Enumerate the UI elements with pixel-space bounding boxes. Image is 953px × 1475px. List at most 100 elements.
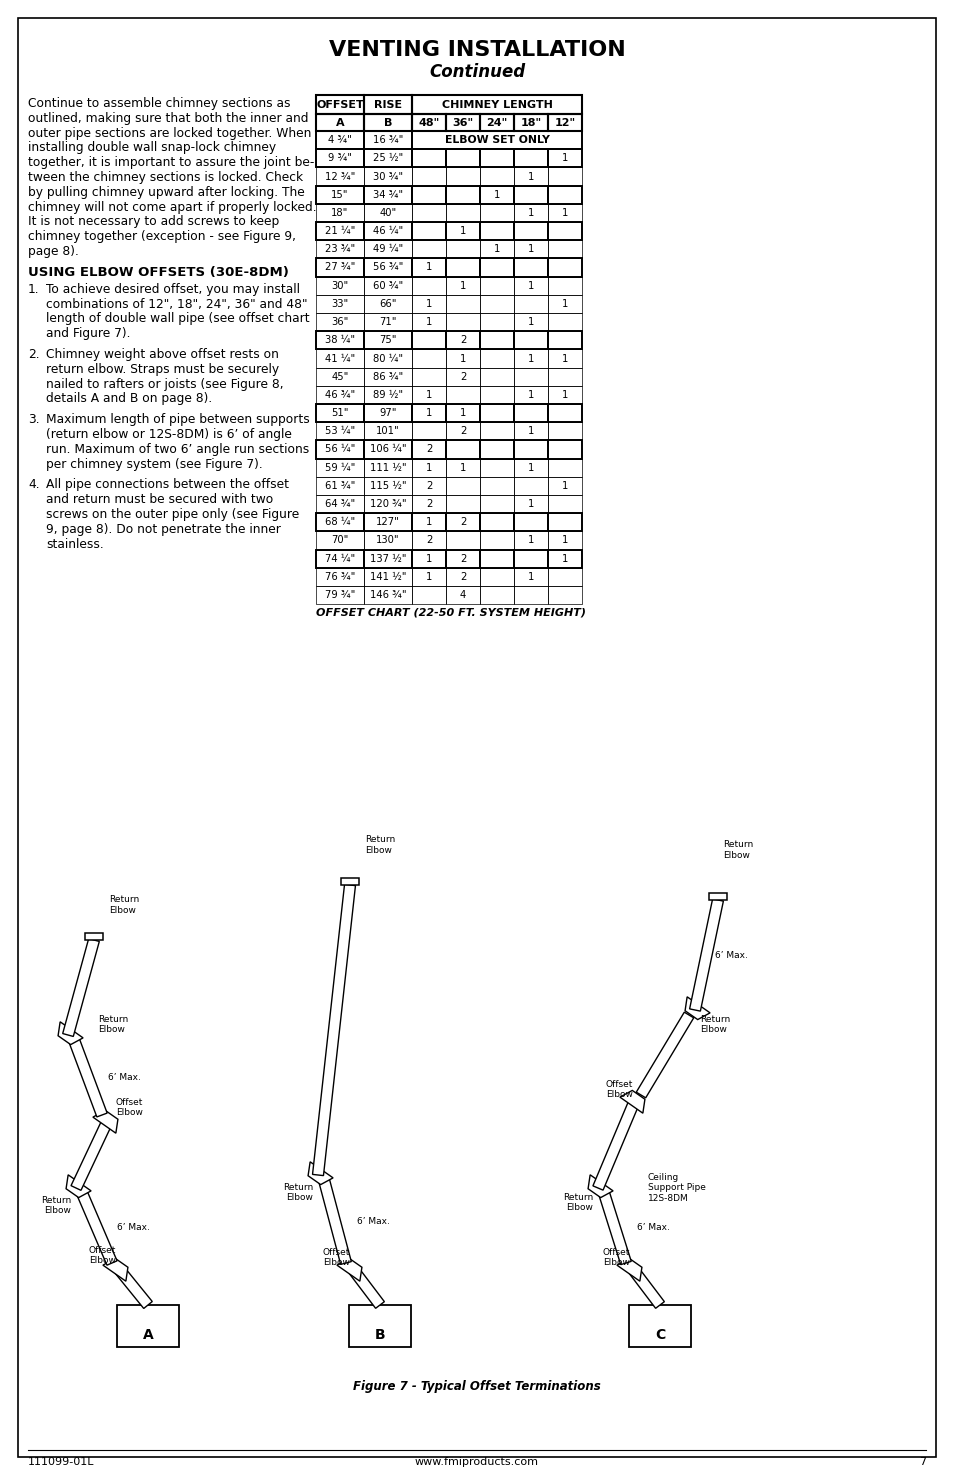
Bar: [364, 167, 412, 186]
Bar: [514, 586, 547, 605]
Bar: [479, 422, 514, 441]
Text: 1: 1: [494, 245, 499, 254]
Bar: [547, 186, 581, 204]
Text: nailed to rafters or joists (see Figure 8,: nailed to rafters or joists (see Figure …: [46, 378, 283, 391]
Text: 12 ¾": 12 ¾": [324, 171, 355, 181]
Text: 64 ¾": 64 ¾": [325, 499, 355, 509]
Bar: [364, 204, 412, 223]
Bar: [364, 404, 412, 422]
Bar: [315, 513, 364, 531]
Bar: [446, 513, 479, 531]
Text: 9 ¾": 9 ¾": [328, 153, 352, 164]
Text: 4 ¾": 4 ¾": [328, 136, 352, 145]
Bar: [547, 459, 581, 476]
Text: 71": 71": [379, 317, 396, 327]
Text: 2: 2: [459, 572, 466, 583]
Bar: [412, 186, 446, 204]
Text: 1: 1: [527, 245, 534, 254]
Text: USING ELBOW OFFSETS (30E-8DM): USING ELBOW OFFSETS (30E-8DM): [28, 266, 289, 279]
Text: 1: 1: [425, 389, 432, 400]
Bar: [412, 476, 446, 496]
Bar: [364, 531, 412, 550]
Text: 1: 1: [527, 572, 534, 583]
Bar: [412, 367, 446, 386]
Bar: [446, 258, 479, 277]
Bar: [364, 295, 412, 313]
Text: outlined, making sure that both the inner and: outlined, making sure that both the inne…: [28, 112, 308, 125]
Bar: [412, 386, 446, 404]
Bar: [547, 223, 581, 240]
Text: 6’ Max.: 6’ Max.: [714, 950, 747, 960]
Bar: [479, 586, 514, 605]
Text: 12": 12": [554, 118, 575, 127]
Text: 2: 2: [425, 499, 432, 509]
Text: 2: 2: [459, 372, 466, 382]
Bar: [479, 513, 514, 531]
Text: Return
Elbow: Return Elbow: [109, 895, 139, 914]
Text: per chimney system (see Figure 7).: per chimney system (see Figure 7).: [46, 457, 262, 471]
Bar: [315, 131, 364, 149]
Text: 45": 45": [331, 372, 349, 382]
Bar: [364, 367, 412, 386]
Polygon shape: [627, 1264, 663, 1308]
Bar: [547, 204, 581, 223]
Bar: [514, 114, 547, 131]
Bar: [315, 386, 364, 404]
Bar: [514, 277, 547, 295]
Bar: [364, 476, 412, 496]
Text: 101": 101": [375, 426, 399, 437]
Text: Ceiling
Support Pipe
12S-8DM: Ceiling Support Pipe 12S-8DM: [647, 1173, 705, 1202]
Text: and return must be secured with two: and return must be secured with two: [46, 493, 273, 506]
Bar: [514, 186, 547, 204]
Bar: [446, 404, 479, 422]
Polygon shape: [71, 1118, 112, 1190]
Bar: [412, 531, 446, 550]
Bar: [364, 186, 412, 204]
Text: 1: 1: [561, 535, 568, 546]
Bar: [708, 892, 726, 900]
Text: outer pipe sections are locked together. When: outer pipe sections are locked together.…: [28, 127, 311, 140]
Text: 1: 1: [459, 226, 466, 236]
Text: 1: 1: [425, 317, 432, 327]
Text: www.fmiproducts.com: www.fmiproducts.com: [415, 1457, 538, 1468]
Bar: [315, 332, 364, 350]
Polygon shape: [689, 898, 722, 1012]
Text: 2: 2: [425, 444, 432, 454]
Text: 2: 2: [459, 426, 466, 437]
Text: VENTING INSTALLATION: VENTING INSTALLATION: [328, 40, 625, 60]
Bar: [479, 386, 514, 404]
Bar: [446, 149, 479, 167]
Text: 30": 30": [331, 280, 348, 291]
Polygon shape: [593, 1097, 639, 1190]
Text: 1: 1: [425, 518, 432, 527]
Bar: [412, 422, 446, 441]
Text: 89 ½": 89 ½": [373, 389, 402, 400]
Text: 111 ½": 111 ½": [370, 463, 406, 472]
Text: Continue to assemble chimney sections as: Continue to assemble chimney sections as: [28, 97, 291, 111]
Bar: [446, 295, 479, 313]
Text: screws on the outer pipe only (see Figure: screws on the outer pipe only (see Figur…: [46, 507, 299, 521]
Bar: [547, 386, 581, 404]
Bar: [446, 459, 479, 476]
Bar: [315, 441, 364, 459]
Bar: [514, 441, 547, 459]
Bar: [479, 496, 514, 513]
Text: It is not necessary to add screws to keep: It is not necessary to add screws to kee…: [28, 215, 279, 229]
Text: 49 ¼": 49 ¼": [373, 245, 403, 254]
Text: Continued: Continued: [429, 63, 524, 81]
Bar: [364, 313, 412, 332]
Bar: [446, 277, 479, 295]
Text: B: B: [383, 118, 392, 127]
Bar: [364, 350, 412, 367]
Text: Return
Elbow: Return Elbow: [41, 1196, 71, 1215]
Bar: [514, 204, 547, 223]
Text: 51": 51": [331, 409, 349, 417]
Polygon shape: [347, 1264, 384, 1308]
Bar: [514, 258, 547, 277]
Bar: [479, 277, 514, 295]
Text: together, it is important to assure the joint be-: together, it is important to assure the …: [28, 156, 314, 170]
Bar: [479, 550, 514, 568]
Bar: [479, 441, 514, 459]
Bar: [412, 496, 446, 513]
Text: 1: 1: [561, 481, 568, 491]
